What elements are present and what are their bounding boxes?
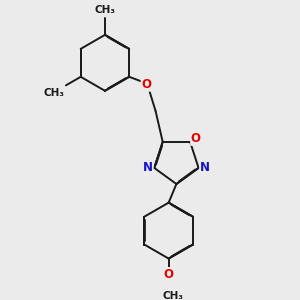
Text: O: O <box>164 268 174 281</box>
Text: CH₃: CH₃ <box>94 5 116 15</box>
Text: N: N <box>200 161 210 174</box>
Text: N: N <box>143 161 153 174</box>
Text: CH₃: CH₃ <box>163 291 184 300</box>
Text: O: O <box>191 132 201 145</box>
Text: O: O <box>141 78 151 91</box>
Text: CH₃: CH₃ <box>44 88 64 98</box>
